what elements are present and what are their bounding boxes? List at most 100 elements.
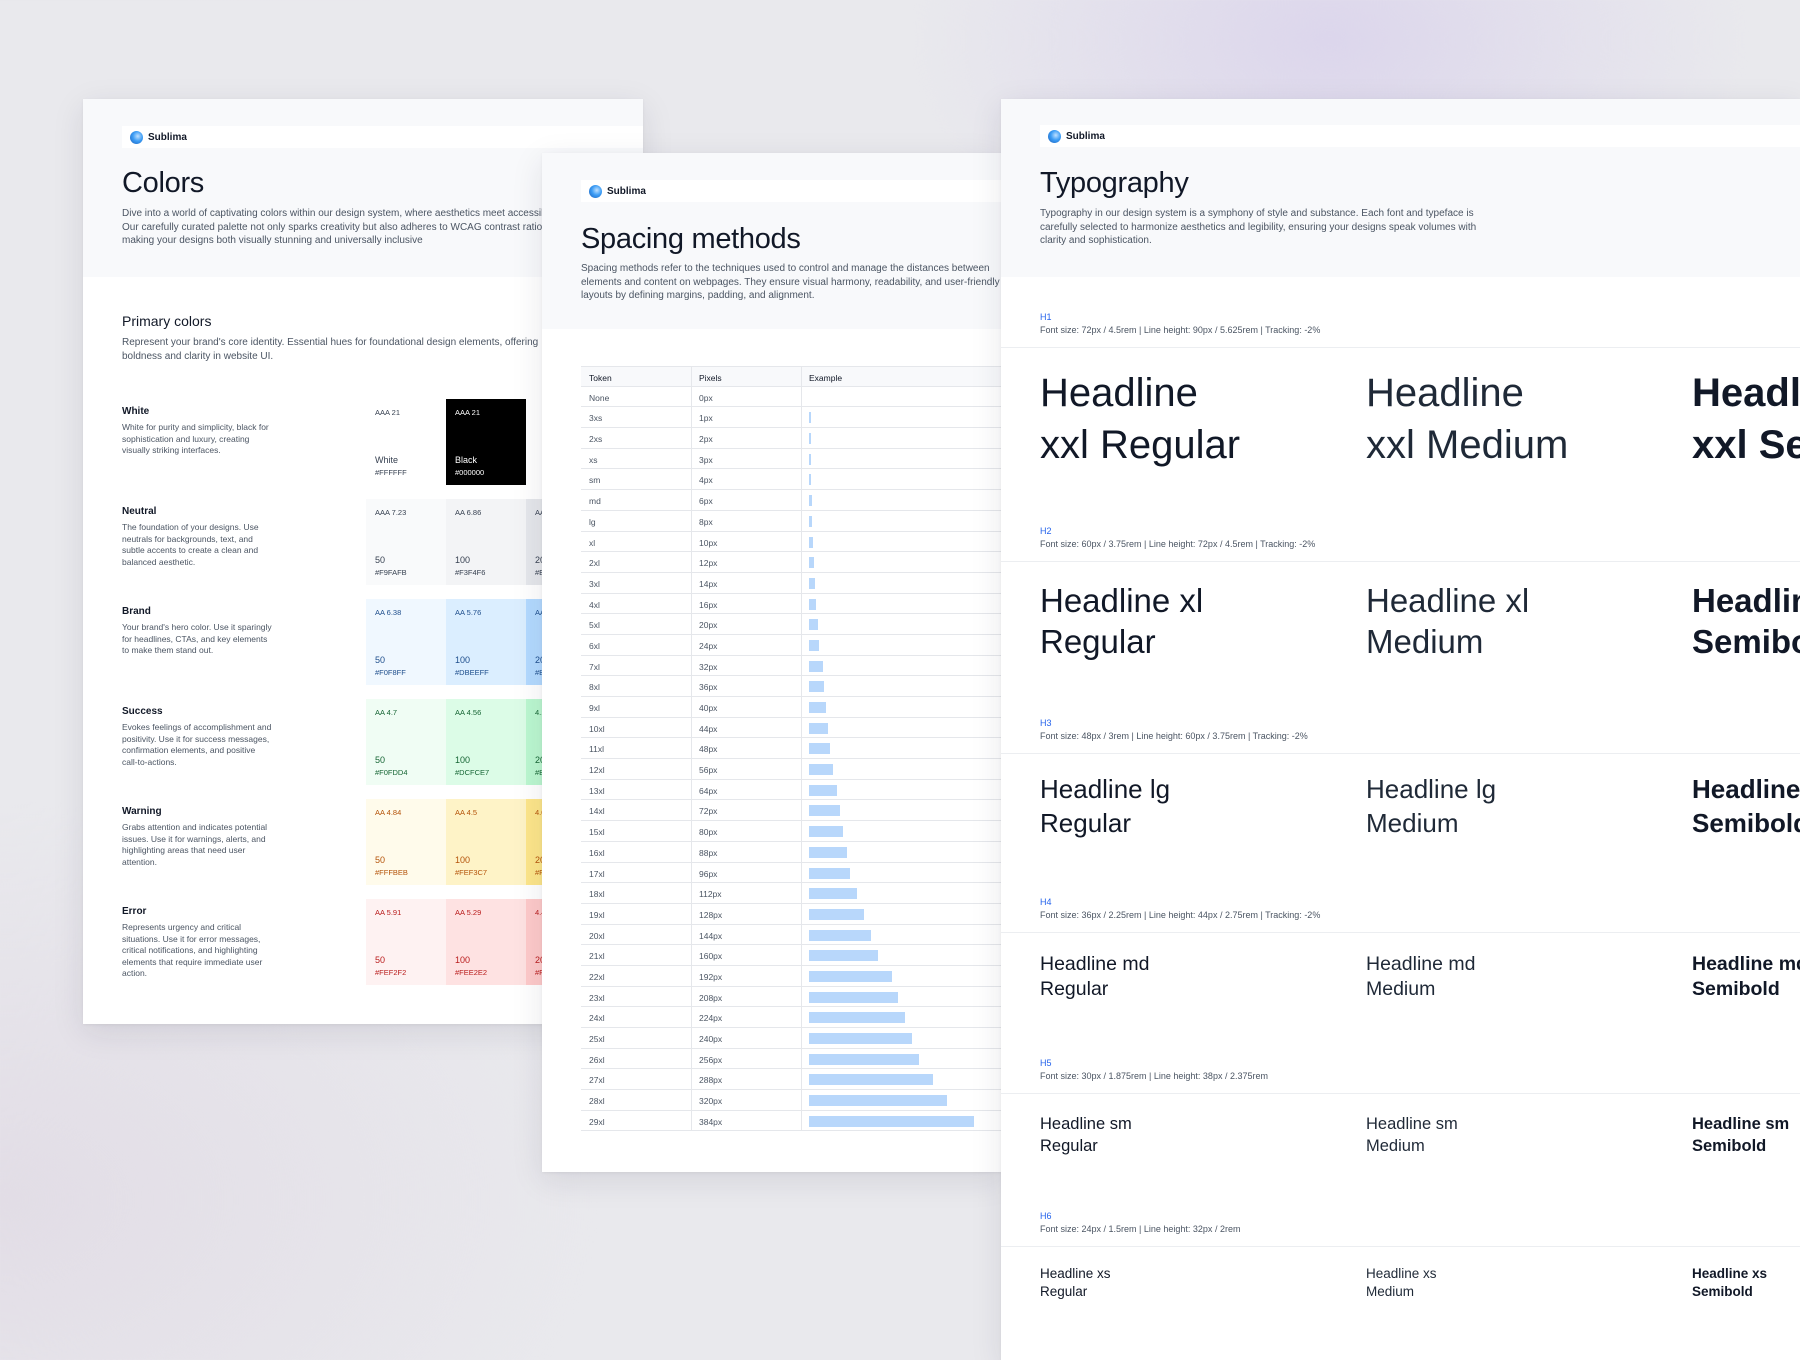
typography-card: Sublima Typography Typography in our des…	[1001, 99, 1800, 1360]
contrast-rating: AA 5.76	[455, 608, 482, 617]
spacing-example-bar	[809, 826, 844, 838]
token-cell: 11xl	[589, 744, 604, 755]
type-level-label: H6	[1040, 1211, 1052, 1221]
swatch-label: Black	[455, 455, 478, 465]
token-cell: 16xl	[589, 847, 605, 858]
headline-sample-regular: Headline xl Regular	[1040, 582, 1204, 660]
token-cell: 4xl	[589, 599, 600, 610]
token-cell: 24xl	[589, 1013, 605, 1024]
spacing-example-bar	[809, 536, 814, 548]
spacing-example-bar	[809, 412, 811, 424]
color-swatch[interactable]: AA 4.84 50 #FFFBEB	[366, 799, 446, 885]
pixels-cell: 56px	[699, 765, 718, 776]
table-row: 3xs 1px	[581, 407, 1002, 429]
headline-sample-medium: Headline xs Medium	[1366, 1266, 1437, 1299]
token-cell: 19xl	[589, 909, 605, 920]
table-row: 25xl 240px	[581, 1028, 1002, 1049]
section-description: Represent your brand's core identity. Es…	[122, 337, 539, 362]
color-swatch[interactable]: AAA 7.23 50 #F9FAFB	[366, 499, 446, 585]
divider	[1001, 932, 1800, 933]
spacing-example-bar	[809, 681, 825, 693]
token-cell: 10xl	[589, 723, 605, 734]
color-swatch[interactable]: AA 4.7 50 #F0FDD4	[366, 699, 446, 785]
swatch-label: 100	[455, 855, 471, 865]
token-cell: 3xs	[589, 413, 603, 424]
pixels-cell: 256px	[699, 1054, 723, 1065]
table-row: 26xl 256px	[581, 1048, 1002, 1070]
table-row: lg 8px	[581, 510, 1002, 532]
logo-text: Sublima	[607, 185, 646, 197]
sublima-logo-icon	[589, 184, 602, 198]
token-cell: 3xl	[589, 578, 600, 589]
pixels-cell: 1px	[699, 413, 713, 424]
pixels-cell: 10px	[699, 537, 718, 548]
token-cell: 22xl	[589, 971, 605, 982]
color-swatch[interactable]: AA 5.76 100 #DBEEFF	[446, 599, 526, 685]
token-cell: 9xl	[589, 703, 600, 713]
page-description: Typography in our design system is a sym…	[1040, 208, 1477, 246]
pixels-cell: 112px	[699, 889, 722, 900]
table-row: 7xl 32px	[581, 655, 1002, 677]
color-group-name: Success	[122, 706, 163, 717]
color-group-name: Warning	[122, 806, 162, 817]
logo-bar[interactable]: Sublima	[122, 126, 643, 148]
color-swatch[interactable]: AA 4.5 100 #FEF3C7	[446, 799, 526, 885]
token-cell: 14xl	[589, 806, 605, 817]
headline-sample-medium: Headline md Medium	[1366, 953, 1476, 1000]
table-row: 3xl 14px	[581, 572, 1002, 594]
table-row: 12xl 56px	[581, 759, 1002, 780]
pixels-cell: 12px	[699, 558, 718, 569]
type-spec: Font size: 72px / 4.5rem | Line height: …	[1040, 325, 1321, 335]
spacing-example-bar	[809, 805, 840, 817]
swatch-label: White	[375, 455, 399, 465]
color-swatch[interactable]: AA 6.38 50 #F0F8FF	[366, 599, 446, 685]
color-swatch[interactable]: AA 5.29 100 #FEE2E2	[446, 899, 526, 985]
token-cell: 5xl	[589, 620, 600, 631]
color-group-description: White for purity and simplicity, black f…	[122, 422, 269, 455]
token-cell: 20xl	[589, 930, 605, 941]
swatch-label: 100	[455, 555, 471, 565]
color-group-description: Represents urgency and critical situatio…	[122, 922, 263, 978]
token-cell: sm	[589, 475, 601, 486]
spacing-header: Sublima Spacing methods Spacing methods …	[542, 153, 1002, 329]
spacing-example-bar	[809, 453, 811, 465]
table-row: 8xl 36px	[581, 676, 1002, 697]
headline-sample-medium: Headline xl Medium	[1366, 582, 1530, 660]
spacing-example-bar	[809, 639, 820, 651]
color-swatch[interactable]: AA 4.56 100 #DCFCE7	[446, 699, 526, 785]
color-swatch[interactable]: AAA 21 Black #000000	[446, 399, 526, 485]
table-row: 24xl 224px	[581, 1007, 1002, 1028]
spacing-example-bar	[809, 743, 830, 755]
table-row: 17xl 96px	[581, 862, 1002, 884]
swatch-label: 50	[375, 955, 386, 965]
headline-sample-medium: Headline xxl Medium	[1366, 371, 1569, 467]
pixels-cell: 320px	[699, 1096, 723, 1107]
contrast-rating: AA 5.29	[455, 908, 482, 917]
page-description: Spacing methods refer to the techniques …	[581, 263, 1000, 301]
type-spec: Font size: 48px / 3rem | Line height: 60…	[1040, 731, 1308, 741]
swatch-label: 50	[375, 555, 386, 565]
table-row: 19xl 128px	[581, 903, 1002, 925]
pixels-cell: 16px	[699, 599, 718, 610]
pixels-cell: 40px	[699, 703, 718, 713]
table-row: 2xs 2px	[581, 428, 1002, 449]
spacing-example-bar	[809, 908, 865, 920]
color-swatch[interactable]: AA 5.91 50 #FEF2F2	[366, 899, 446, 985]
color-row-white: White White for purity and simplicity, bl…	[122, 399, 642, 487]
logo-bar[interactable]: Sublima	[1040, 125, 1800, 147]
token-cell: 8xl	[589, 682, 600, 693]
headline-sample-medium: Headline sm Medium	[1366, 1115, 1458, 1155]
pixels-cell: 240px	[699, 1034, 723, 1044]
color-swatch[interactable]: AA 6.86 100 #F3F4F6	[446, 499, 526, 585]
color-group-name: Error	[122, 906, 147, 917]
type-level-label: H4	[1040, 897, 1052, 907]
spacing-example-bar	[809, 515, 813, 527]
color-group-description: Your brand's hero color. Use it sparingl…	[122, 622, 272, 655]
color-swatch[interactable]: AAA 21 White #FFFFFF	[366, 399, 446, 485]
spacing-example-bar	[809, 557, 815, 569]
token-cell: 23xl	[589, 992, 605, 1003]
pixels-cell: 288px	[699, 1075, 723, 1086]
logo-bar[interactable]: Sublima	[581, 180, 1002, 202]
pixels-cell: 2px	[699, 434, 713, 445]
table-row: 22xl 192px	[581, 965, 1002, 987]
